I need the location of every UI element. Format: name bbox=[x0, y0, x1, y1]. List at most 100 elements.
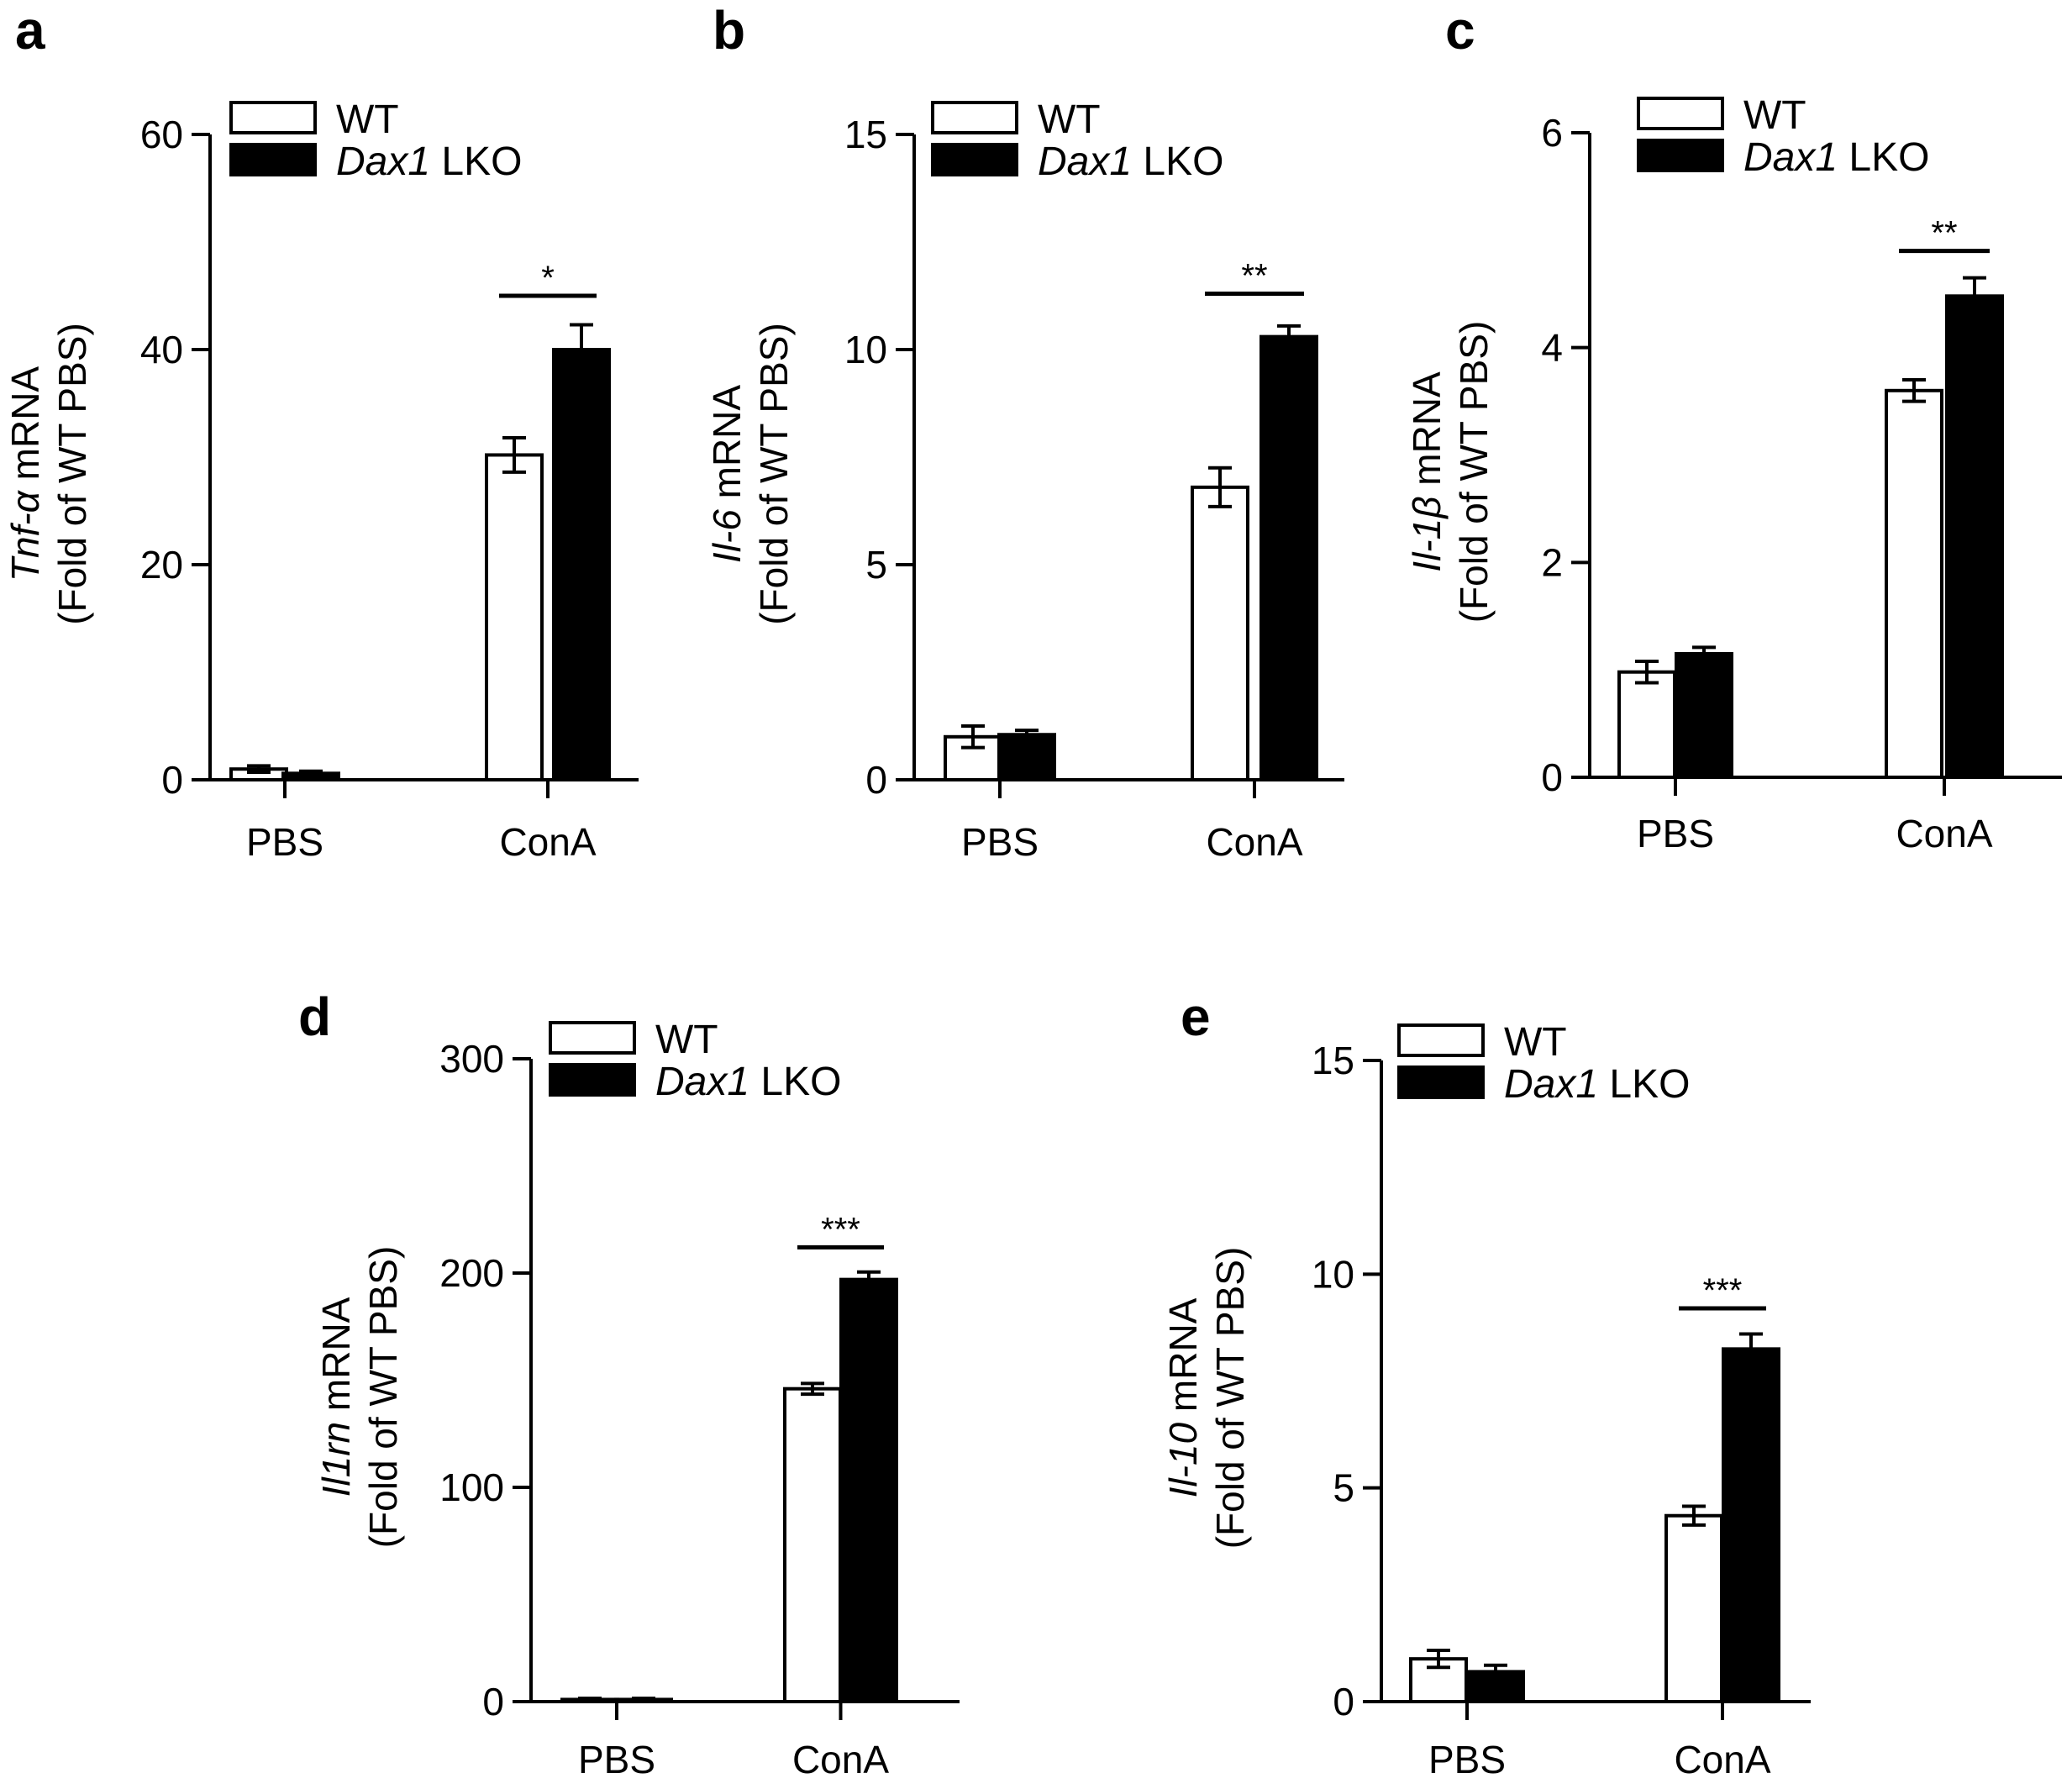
legend-swatch-lko bbox=[931, 143, 1018, 176]
y-axis-label-gene: Il1rn bbox=[314, 1422, 358, 1497]
x-category-label: PBS bbox=[961, 820, 1039, 864]
y-axis-label-line1: Il-6 mRNA bbox=[705, 385, 749, 563]
bar-lko-cona bbox=[552, 348, 611, 781]
panel-letter: b bbox=[713, 0, 745, 61]
legend-label-wt: WT bbox=[1038, 97, 1101, 142]
bar-wt-cona bbox=[485, 453, 544, 781]
legend-label-lko-suffix: LKO bbox=[1598, 1062, 1690, 1107]
y-axis-label-line2: (Fold of WT PBS) bbox=[1208, 1247, 1252, 1550]
y-axis-label: Il-10 mRNA (Fold of WT PBS) bbox=[1161, 1247, 1252, 1550]
y-tick-label: 2 bbox=[1541, 540, 1563, 584]
y-axis-label-line1: Il1rn mRNA bbox=[314, 1297, 358, 1497]
legend-label-lko: Dax1 LKO bbox=[655, 1060, 841, 1104]
y-tick-label: 300 bbox=[439, 1037, 504, 1081]
y-axis-label-gene: Il-1β bbox=[1405, 497, 1449, 572]
chart-panel-b: b 0 5 10 15 Il-6 mRNA (Fold of WT PBS) PBS ConA *… bbox=[705, 0, 1344, 864]
chart-panel-a: a 0 20 40 60 Tnf-α mRNA (Fold of WT PBS) PBS Con… bbox=[3, 0, 639, 864]
x-category-label: ConA bbox=[1674, 1738, 1770, 1781]
legend-swatch-wt bbox=[549, 1021, 636, 1055]
y-tick-label: 15 bbox=[1312, 1039, 1354, 1082]
x-category-label: PBS bbox=[246, 820, 323, 864]
legend-label-lko-gene: Dax1 bbox=[336, 139, 430, 184]
y-tick-label: 0 bbox=[161, 758, 183, 802]
y-axis-label-line1: Il-10 mRNA bbox=[1161, 1297, 1205, 1497]
y-tick-label: 100 bbox=[439, 1465, 504, 1509]
significance-stars: *** bbox=[1703, 1272, 1743, 1309]
y-axis-label-gene: Il-10 bbox=[1161, 1422, 1205, 1497]
y-axis-label-line2: (Fold of WT PBS) bbox=[1452, 321, 1496, 624]
legend-label-lko-gene: Dax1 bbox=[655, 1060, 749, 1104]
legend-swatch-wt bbox=[1637, 97, 1724, 130]
legend-swatch-lko bbox=[1397, 1066, 1485, 1099]
significance-stars: *** bbox=[821, 1211, 860, 1248]
y-axis-label-gene: Tnf-α bbox=[3, 489, 47, 581]
bar-lko-pbs bbox=[1466, 1670, 1525, 1703]
bar-wt-pbs bbox=[1617, 670, 1676, 779]
y-tick-label: 15 bbox=[844, 113, 887, 156]
bar-lko-pbs bbox=[997, 733, 1056, 781]
legend-label-lko: Dax1 LKO bbox=[1038, 139, 1223, 184]
y-tick-label: 0 bbox=[1333, 1680, 1354, 1723]
legend-label-wt: WT bbox=[1504, 1020, 1567, 1065]
y-tick-label: 5 bbox=[1333, 1466, 1354, 1510]
bar-lko-cona bbox=[1260, 334, 1318, 781]
legend-label-lko-suffix: LKO bbox=[430, 139, 522, 184]
y-axis-label-unit: mRNA bbox=[1405, 371, 1449, 497]
y-tick-label: 4 bbox=[1541, 326, 1563, 370]
chart-panel-e: e 0 5 10 15 Il-10 mRNA (Fold of WT PBS) PBS ConA… bbox=[1161, 987, 1811, 1781]
x-category-label: ConA bbox=[1206, 820, 1302, 864]
y-axis-label-unit: mRNA bbox=[705, 385, 749, 510]
bar-lko-cona bbox=[1945, 294, 2004, 780]
legend-label-lko-gene: Dax1 bbox=[1743, 135, 1838, 180]
legend-label-lko: Dax1 LKO bbox=[336, 139, 522, 184]
legend-label-lko: Dax1 LKO bbox=[1743, 135, 1929, 180]
legend-swatch-lko bbox=[229, 143, 317, 176]
y-tick-label: 60 bbox=[140, 113, 183, 156]
y-tick-label: 10 bbox=[844, 328, 887, 371]
y-tick-label: 20 bbox=[140, 543, 183, 587]
y-axis-label-line2: (Fold of WT PBS) bbox=[50, 323, 94, 625]
y-axis-label-line1: Tnf-α mRNA bbox=[3, 366, 47, 582]
bar-wt-cona bbox=[1664, 1513, 1723, 1703]
chart-panel-c: c 0 2 4 6 Il-1β mRNA (Fold of WT PBS) PBS ConA **… bbox=[1405, 0, 2062, 855]
panel-letter: c bbox=[1445, 0, 1475, 61]
bar-wt-cona bbox=[1191, 485, 1249, 782]
panel-letter: a bbox=[15, 0, 45, 61]
legend-label-lko-suffix: LKO bbox=[1132, 139, 1223, 184]
y-axis-label: Tnf-α mRNA (Fold of WT PBS) bbox=[3, 323, 94, 625]
y-axis-label-line2: (Fold of WT PBS) bbox=[361, 1246, 405, 1549]
x-category-label: PBS bbox=[1637, 812, 1714, 855]
bar-wt-cona bbox=[1885, 388, 1943, 779]
y-axis-label-line2: (Fold of WT PBS) bbox=[752, 323, 796, 625]
y-axis-label: Il-6 mRNA (Fold of WT PBS) bbox=[705, 323, 796, 625]
y-tick-label: 200 bbox=[439, 1251, 504, 1295]
y-tick-label: 40 bbox=[140, 328, 183, 371]
x-category-label: ConA bbox=[1896, 812, 1992, 855]
legend-swatch-wt bbox=[931, 101, 1018, 134]
y-tick-label: 0 bbox=[482, 1680, 504, 1723]
x-category-label: PBS bbox=[578, 1738, 655, 1781]
y-tick-label: 5 bbox=[865, 543, 887, 587]
y-axis-label: Il-1β mRNA (Fold of WT PBS) bbox=[1405, 321, 1496, 624]
legend-swatch-wt bbox=[229, 101, 317, 134]
legend-swatch-wt bbox=[1397, 1023, 1485, 1057]
legend-swatch-lko bbox=[1637, 139, 1724, 172]
bar-lko-cona bbox=[839, 1277, 898, 1704]
y-tick-label: 0 bbox=[865, 758, 887, 802]
x-category-label: ConA bbox=[792, 1738, 889, 1781]
y-axis-label-unit: mRNA bbox=[3, 366, 47, 492]
panel-letter: e bbox=[1181, 987, 1211, 1047]
x-category-label: PBS bbox=[1428, 1738, 1506, 1781]
x-category-label: ConA bbox=[499, 820, 596, 864]
legend-label-wt: WT bbox=[655, 1018, 718, 1062]
y-tick-label: 0 bbox=[1541, 755, 1563, 799]
legend-label-lko-gene: Dax1 bbox=[1038, 139, 1132, 184]
legend-label-lko: Dax1 LKO bbox=[1504, 1062, 1690, 1107]
significance-stars: * bbox=[541, 260, 555, 297]
legend-label-wt: WT bbox=[336, 97, 399, 142]
